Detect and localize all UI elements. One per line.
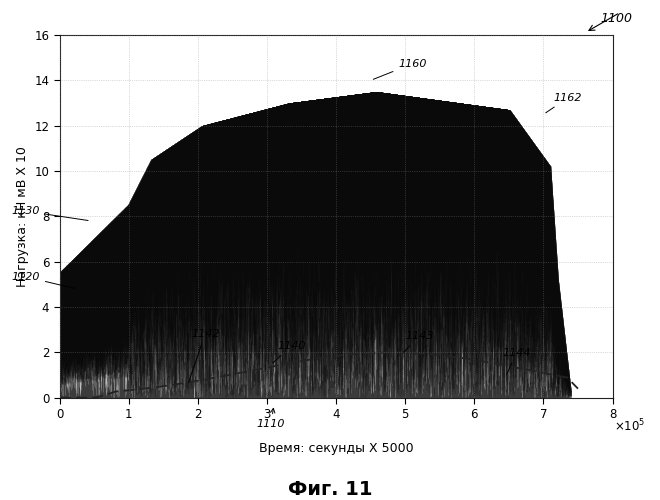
X-axis label: Время: секунды X 5000: Время: секунды X 5000	[259, 442, 413, 455]
Y-axis label: Нагрузка: кН мВ X 10: Нагрузка: кН мВ X 10	[16, 146, 29, 287]
Text: 1130: 1130	[11, 206, 88, 220]
Text: 1120: 1120	[11, 272, 75, 288]
Text: 1100: 1100	[601, 12, 632, 26]
Text: 1142: 1142	[189, 328, 220, 382]
Text: 1140: 1140	[273, 341, 306, 363]
Text: 1143: 1143	[404, 331, 434, 352]
Text: 1144: 1144	[502, 348, 531, 375]
Text: 1110: 1110	[257, 408, 285, 429]
Text: Фиг. 11: Фиг. 11	[288, 480, 372, 499]
Text: 1160: 1160	[374, 58, 427, 80]
Text: $\times10^5$: $\times10^5$	[614, 418, 645, 434]
Text: 1162: 1162	[546, 92, 582, 113]
